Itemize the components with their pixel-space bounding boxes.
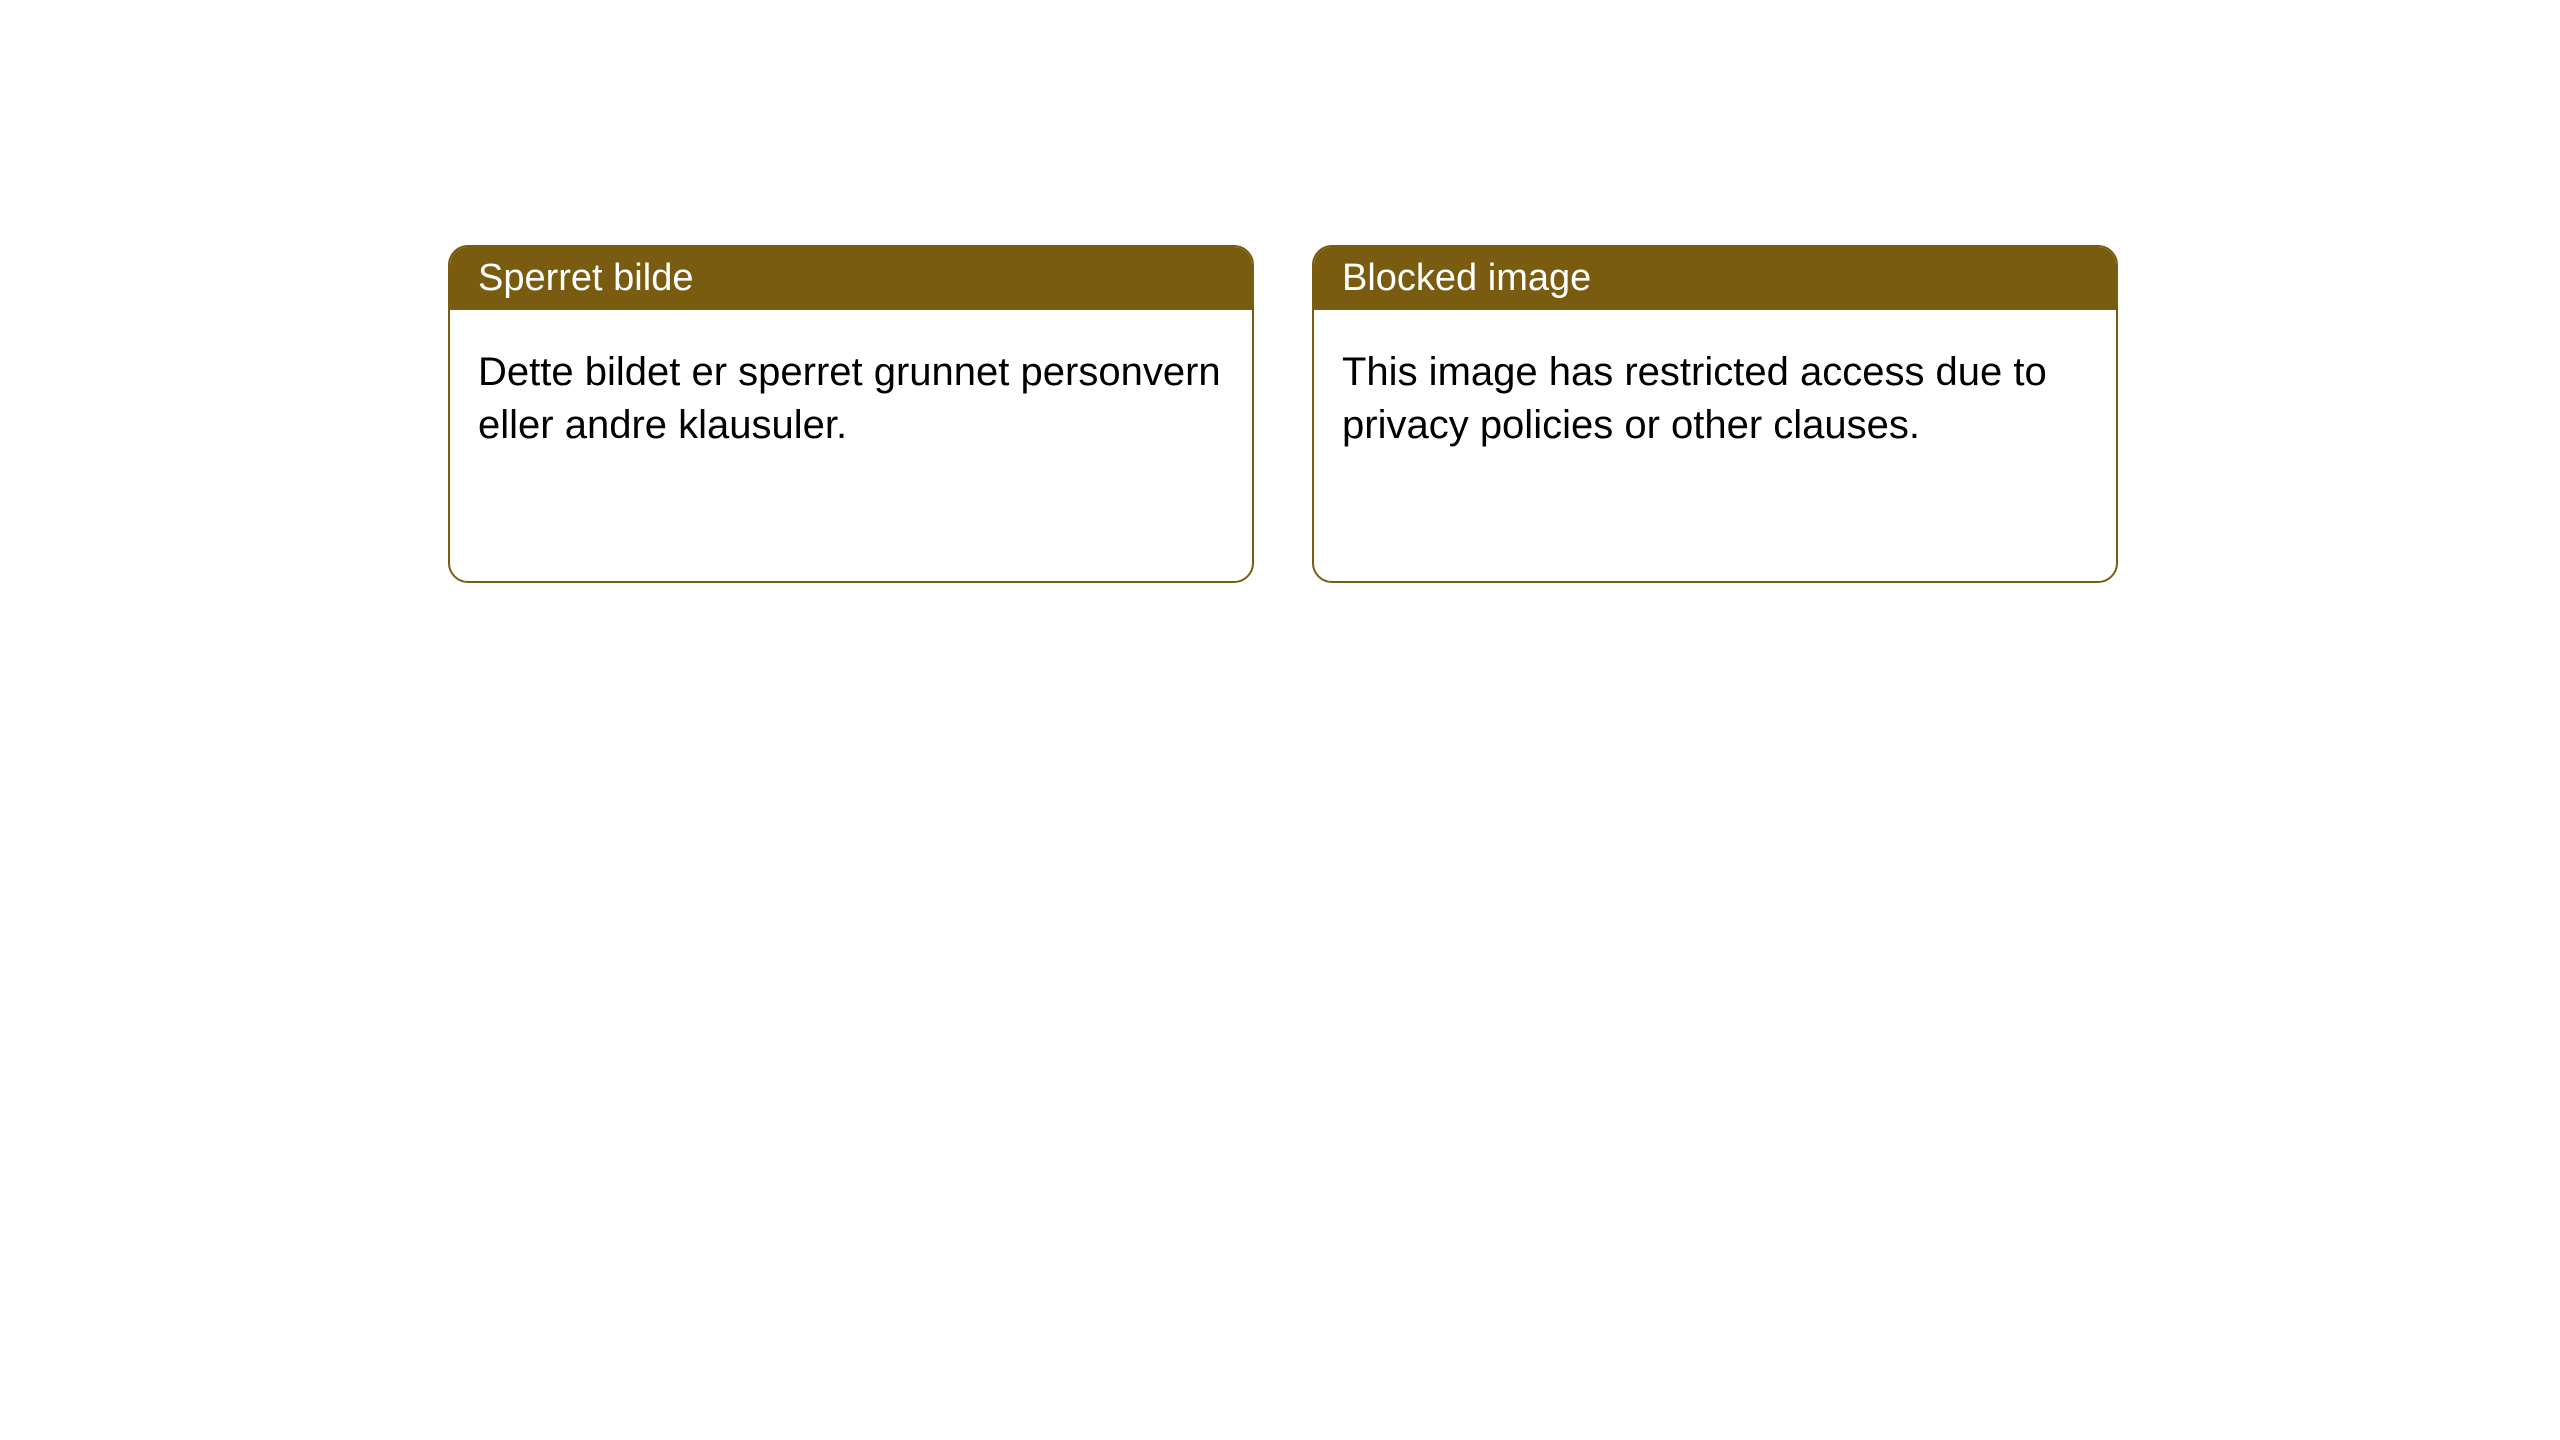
notice-box-norwegian: Sperret bilde Dette bildet er sperret gr… (448, 245, 1254, 583)
notice-header: Sperret bilde (450, 247, 1252, 310)
notice-header: Blocked image (1314, 247, 2116, 310)
notice-title: Sperret bilde (478, 257, 693, 299)
notice-body-text: Dette bildet er sperret grunnet personve… (478, 350, 1221, 447)
notice-body: Dette bildet er sperret grunnet personve… (450, 310, 1252, 488)
notice-container: Sperret bilde Dette bildet er sperret gr… (448, 245, 2118, 583)
notice-body-text: This image has restricted access due to … (1342, 350, 2047, 447)
notice-body: This image has restricted access due to … (1314, 310, 2116, 488)
notice-title: Blocked image (1342, 257, 1591, 299)
notice-box-english: Blocked image This image has restricted … (1312, 245, 2118, 583)
